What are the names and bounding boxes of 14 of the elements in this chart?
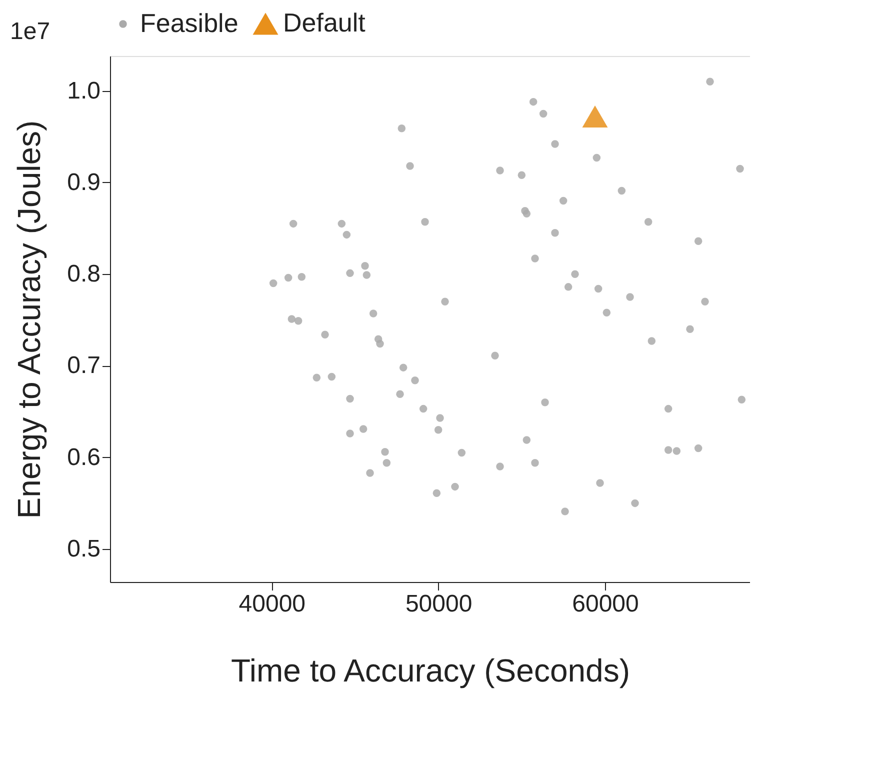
legend-label: Feasible <box>140 8 238 38</box>
x-axis-title: Time to Accuracy (Seconds) <box>231 652 630 688</box>
x-tick-label: 50000 <box>405 590 472 618</box>
legend-label: Default <box>283 8 366 38</box>
y-tick-label: 0.7 <box>67 352 100 380</box>
x-tick-label: 60000 <box>572 590 639 618</box>
y-tick-label: 0.9 <box>67 168 100 196</box>
y-tick-label: 0.8 <box>67 260 100 288</box>
y-tick-label: 0.5 <box>67 536 100 563</box>
x-tick-label: 40000 <box>238 590 306 618</box>
y-tick-label: 1.0 <box>67 77 100 104</box>
y-axis-title: Energy to Accuracy (Joules) <box>11 120 48 519</box>
y-tick-label: 0.6 <box>67 444 100 471</box>
text: 1e7 <box>10 18 50 45</box>
